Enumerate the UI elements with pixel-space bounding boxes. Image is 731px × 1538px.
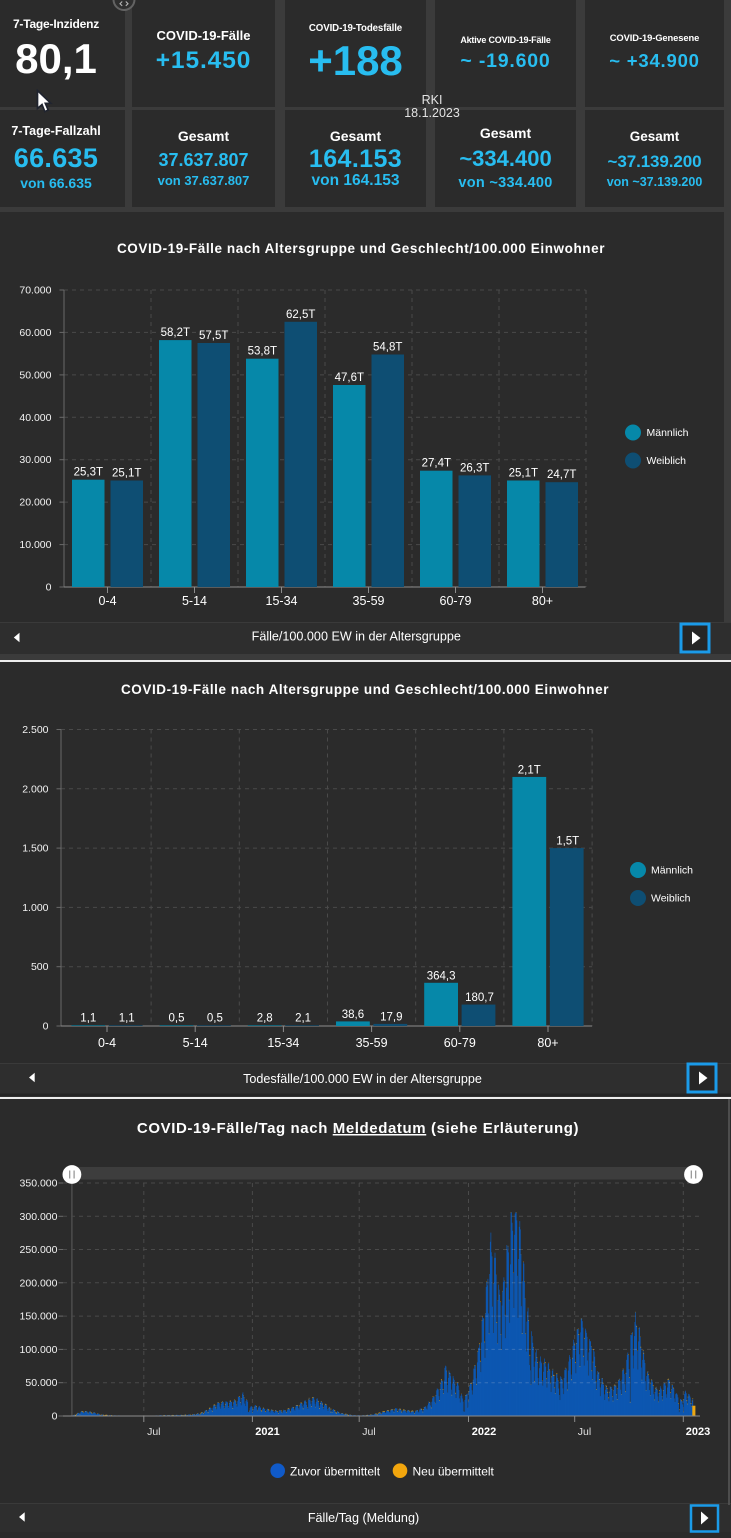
svg-text:26,3T: 26,3T [460,462,489,474]
svg-text:1.500: 1.500 [22,843,48,855]
svg-text:2023: 2023 [686,1426,710,1438]
svg-text:25,1T: 25,1T [112,468,141,480]
svg-text:Jul: Jul [362,1426,375,1438]
svg-text:30.000: 30.000 [19,454,51,466]
svg-text:54,8T: 54,8T [373,342,402,354]
svg-text:Weiblich: Weiblich [651,893,691,905]
svg-text:500: 500 [31,961,49,973]
svg-text:2,8: 2,8 [257,1012,273,1024]
svg-text:Weiblich: Weiblich [647,455,687,467]
svg-text:350.000: 350.000 [20,1178,58,1190]
svg-text:Neu übermittelt: Neu übermittelt [413,1465,495,1479]
svg-text:2.000: 2.000 [22,783,48,795]
svg-text:COVID-19-Fälle nach Altersgrup: COVID-19-Fälle nach Altersgruppe und Ges… [121,682,609,697]
svg-text:300.000: 300.000 [20,1211,58,1223]
svg-text:1.000: 1.000 [22,902,48,914]
svg-text:0,5: 0,5 [169,1012,185,1024]
svg-text:Fälle/Tag (Meldung): Fälle/Tag (Meldung) [308,1511,419,1525]
svg-text:1,5T: 1,5T [556,836,579,848]
svg-text:50.000: 50.000 [25,1377,57,1389]
svg-text:0: 0 [43,1021,49,1033]
svg-text:5-14: 5-14 [183,1036,208,1050]
svg-text:150.000: 150.000 [20,1311,58,1323]
svg-text:250.000: 250.000 [20,1244,58,1256]
svg-text:100.000: 100.000 [20,1344,58,1356]
svg-text:Männlich: Männlich [647,427,689,439]
svg-text:35-59: 35-59 [353,594,385,608]
svg-text:Zuvor übermittelt: Zuvor übermittelt [290,1465,381,1479]
svg-text:60-79: 60-79 [444,1036,476,1050]
svg-text:25,1T: 25,1T [509,468,538,480]
svg-text:2,1T: 2,1T [518,764,541,776]
svg-text:0-4: 0-4 [98,1036,116,1050]
svg-text:62,5T: 62,5T [286,309,315,321]
svg-text:Jul: Jul [147,1426,160,1438]
svg-text:Männlich: Männlich [651,865,693,877]
svg-text:80+: 80+ [532,594,553,608]
svg-text:2.500: 2.500 [22,724,48,736]
svg-text:2022: 2022 [472,1426,496,1438]
svg-text:35-59: 35-59 [356,1036,388,1050]
svg-text:COVID-19-Fälle/Tag nach Melded: COVID-19-Fälle/Tag nach Meldedatum (sieh… [137,1120,579,1137]
svg-text:1,1: 1,1 [80,1012,96,1024]
svg-text:60-79: 60-79 [440,594,472,608]
svg-text:Jul: Jul [578,1426,591,1438]
svg-text:47,6T: 47,6T [335,372,364,384]
svg-text:10.000: 10.000 [19,539,51,551]
svg-text:80+: 80+ [537,1036,558,1050]
svg-text:200.000: 200.000 [20,1277,58,1289]
svg-text:Fälle/100.000 EW in der Alters: Fälle/100.000 EW in der Altersgruppe [252,630,461,644]
svg-text:25,3T: 25,3T [74,467,103,479]
svg-text:0: 0 [52,1411,58,1423]
svg-text:57,5T: 57,5T [199,330,228,342]
svg-text:60.000: 60.000 [19,327,51,339]
svg-text:40.000: 40.000 [19,412,51,424]
svg-text:2021: 2021 [255,1426,279,1438]
svg-text:180,7: 180,7 [465,992,494,1004]
svg-text:2,1: 2,1 [295,1012,311,1024]
svg-text:1,1: 1,1 [119,1012,135,1024]
svg-text:50.000: 50.000 [19,369,51,381]
svg-text:20.000: 20.000 [19,497,51,509]
svg-text:58,2T: 58,2T [161,327,190,339]
svg-text:0,5: 0,5 [207,1012,223,1024]
svg-text:17,9: 17,9 [380,1011,402,1023]
svg-text:COVID-19-Fälle nach Altersgrup: COVID-19-Fälle nach Altersgruppe und Ges… [117,241,605,256]
svg-text:53,8T: 53,8T [248,346,277,358]
svg-text:0: 0 [46,582,52,594]
svg-text:15-34: 15-34 [266,594,298,608]
svg-text:5-14: 5-14 [182,594,207,608]
svg-text:27,4T: 27,4T [422,458,451,470]
svg-text:38,6: 38,6 [342,1009,364,1021]
svg-text:15-34: 15-34 [267,1036,299,1050]
svg-text:364,3: 364,3 [427,970,456,982]
svg-text:70.000: 70.000 [19,285,51,297]
svg-text:24,7T: 24,7T [547,469,576,481]
svg-text:0-4: 0-4 [98,594,116,608]
svg-text:Todesfälle/100.000 EW in der A: Todesfälle/100.000 EW in der Altersgrupp… [243,1072,482,1086]
